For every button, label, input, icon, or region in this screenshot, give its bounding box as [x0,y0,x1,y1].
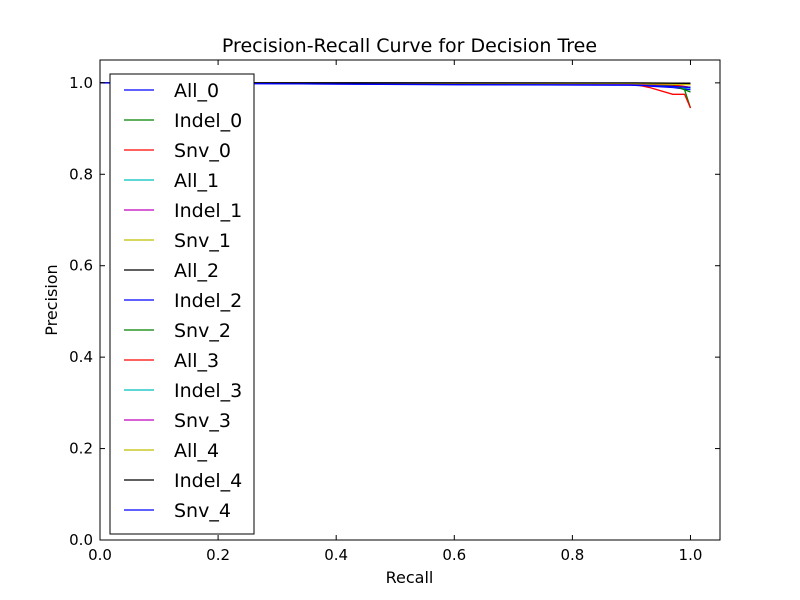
legend-item: Snv_0 [124,140,231,162]
x-tick-label: 0.8 [560,546,584,564]
legend-label: Snv_3 [174,410,231,432]
legend-item: Snv_4 [124,500,231,522]
x-tick-label: 0.6 [442,546,466,564]
legend-label: Indel_2 [174,290,242,312]
legend-item: All_1 [124,170,219,192]
legend-item: All_0 [124,80,219,102]
y-tick-label: 0.6 [69,257,93,275]
y-axis-label: Precision [42,264,61,335]
legend-label: All_4 [174,440,219,462]
legend-label: Snv_4 [174,500,231,522]
series-layer [100,82,692,109]
y-tick-label: 0.4 [69,348,93,366]
x-tick-label: 0.4 [324,546,348,564]
legend-label: Indel_3 [174,380,242,402]
x-axis-label: Recall [386,568,434,587]
y-tick-label: 0.8 [69,165,93,183]
legend-label: All_1 [174,170,219,192]
legend-label: Indel_4 [174,470,242,492]
legend-label: All_3 [174,350,219,372]
y-tick-label: 0.2 [69,440,93,458]
legend-label: All_2 [174,260,219,282]
legend-item: Indel_2 [124,290,242,312]
legend-label: Indel_1 [174,200,242,222]
axes-layer: 0.0 0.2 0.4 0.6 0.8 1.0 0.0 0.2 0.4 0.6 0.8 1.0 [69,59,721,564]
chart-title: Precision-Recall Curve for Decision Tree [222,35,597,57]
legend-label: Snv_0 [174,140,231,162]
y-tick-label: 1.0 [69,74,93,92]
x-tick-label: 0.0 [88,546,112,564]
plot-frame [99,59,721,541]
y-tick-label: 0.0 [69,531,93,549]
x-tick-label: 0.2 [206,546,230,564]
legend-item: All_2 [124,260,219,282]
x-tick-label: 1.0 [679,546,703,564]
legend-label: Indel_0 [174,110,242,132]
legend-item: Snv_3 [124,410,231,432]
legend-item: Indel_1 [124,200,242,222]
legend-label: Snv_2 [174,320,231,342]
legend-item: All_3 [124,350,219,372]
legend-item: Indel_3 [124,380,242,402]
legend-item: All_4 [124,440,219,462]
legend: All_0 Indel_0 Snv_0 All_1 Indel_1 Snv_1 All_2 I… [109,73,255,535]
legend-item: Indel_4 [124,470,242,492]
legend-item: Snv_2 [124,320,231,342]
legend-label: All_0 [174,80,219,102]
legend-item: Indel_0 [124,110,242,132]
legend-item: Snv_1 [124,230,231,252]
legend-label: Snv_1 [174,230,231,252]
legend-box [109,73,255,535]
